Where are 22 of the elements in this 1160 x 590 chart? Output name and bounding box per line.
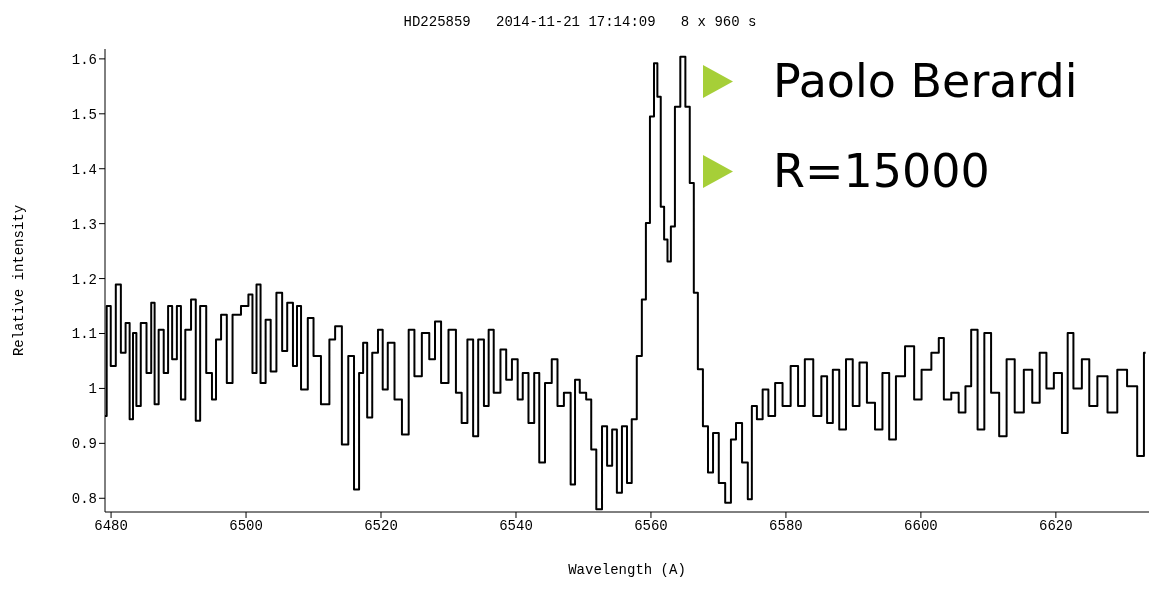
y-tick-label: 1.1 [71,326,97,343]
x-tick-label: 6540 [499,517,533,534]
y-tick-label: 1.5 [71,106,97,123]
chart-title: HD225859 2014-11-21 17:14:09 8 x 960 s [402,14,758,30]
y-tick-label: 0.9 [71,436,97,453]
y-tick-label: 1.4 [71,161,97,178]
annotation: Paolo Berardi [773,54,1078,108]
y-tick-label: 1.6 [71,51,97,68]
y-tick-label: 1 [88,381,97,398]
x-tick-label: 6620 [1039,517,1073,534]
x-tick-label: 6500 [229,517,263,534]
x-tick-label: 6580 [769,517,803,534]
annotation: R=15000 [773,144,990,198]
y-tick-label: 1.2 [71,271,97,288]
x-tick-label: 6520 [364,517,398,534]
x-tick-label: 6560 [634,517,668,534]
x-axis-title: Wavelength (A) [568,562,686,578]
y-tick-label: 1.3 [71,216,97,233]
x-tick-label: 6480 [94,517,128,534]
y-tick-label: 0.8 [71,491,97,508]
x-tick-label: 6600 [904,517,938,534]
y-axis-title: Relative intensity [10,204,27,357]
